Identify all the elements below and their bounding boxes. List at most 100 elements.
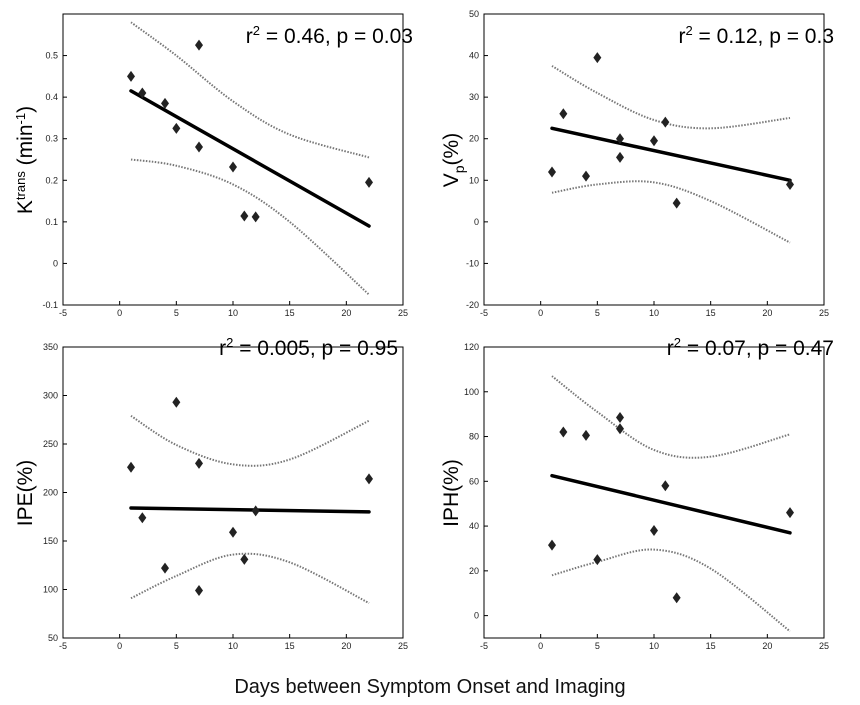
x-tick-label: -5: [480, 641, 488, 651]
y-tick-label: 40: [469, 521, 479, 531]
data-point: [593, 554, 602, 566]
ci-upper-band: [130, 21, 370, 159]
x-tick-label: 20: [341, 308, 351, 318]
y-tick-label: 100: [43, 585, 58, 595]
x-tick-label: 20: [762, 308, 772, 318]
y-tick-label: 0.3: [45, 134, 58, 144]
ci-lower-band: [130, 158, 370, 296]
chart-panel-1: -5 0 5 10 15 20 25 -0.1 0 0.1 0.2 0.3 0.4 0.5 r2 = 0.4…: [13, 13, 413, 318]
data-point: [559, 426, 568, 438]
data-point: [229, 526, 237, 538]
data-point: [672, 592, 681, 604]
x-tick-label: 0: [538, 641, 543, 651]
data-point: [365, 473, 373, 485]
data-point: [582, 170, 590, 182]
data-point: [616, 151, 624, 163]
stats-annotation: r2 = 0.46, p = 0.03: [246, 23, 413, 48]
plot-frame: [483, 346, 825, 639]
data-point: [161, 97, 169, 109]
data-point: [672, 197, 681, 209]
x-tick-label: 15: [706, 641, 716, 651]
x-tick-label: 0: [117, 308, 122, 318]
stats-r: r: [219, 337, 226, 360]
y-label-end: ): [14, 106, 37, 113]
y-axis-label: IPH(%): [440, 459, 463, 527]
stats-r: r: [667, 337, 674, 360]
data-point: [365, 176, 373, 188]
data-point: [127, 461, 135, 473]
x-tick-label: 5: [595, 308, 600, 318]
ci-lower-band: [130, 552, 370, 604]
y-tick-label: 20: [469, 134, 479, 144]
y-label-rest: (min: [14, 124, 37, 171]
y-tick-label: -10: [466, 258, 479, 268]
y-tick-label: 40: [469, 51, 479, 61]
x-tick-label: 0: [538, 308, 543, 318]
data-point: [593, 52, 602, 64]
data-point: [195, 584, 203, 596]
data-point: [138, 512, 147, 524]
y-tick-label: 0: [474, 217, 479, 227]
ci-lower-band: [551, 548, 791, 633]
x-tick-label: 25: [819, 641, 829, 651]
data-point: [138, 87, 147, 99]
y-tick-label: 80: [469, 432, 479, 442]
data-point: [172, 396, 181, 408]
x-tick-label: 10: [228, 308, 238, 318]
x-tick-label: 20: [341, 641, 351, 651]
y-axis-label: Ktrans (min-1): [13, 106, 37, 214]
stats-values: = 0.46, p = 0.03: [260, 25, 413, 48]
y-tick-label: 30: [469, 92, 479, 102]
stats-r: r: [678, 25, 685, 48]
data-point: [195, 457, 203, 469]
y-tick-label: 250: [43, 439, 58, 449]
y-tick-label: 150: [43, 536, 58, 546]
data-point: [127, 70, 135, 82]
y-tick-label: 0.5: [45, 51, 58, 61]
plot-frame: [483, 13, 825, 306]
data-point: [616, 412, 624, 424]
x-tick-label: 15: [285, 641, 295, 651]
y-tick-label: -20: [466, 300, 479, 310]
x-tick-label: 5: [174, 641, 179, 651]
ci-upper-band: [130, 415, 370, 467]
stats-r: r: [246, 25, 253, 48]
data-point: [616, 133, 624, 145]
data-point: [559, 108, 568, 120]
y-axis-label: Vp(%): [440, 133, 467, 187]
data-point: [616, 423, 624, 435]
data-point: [172, 122, 181, 134]
data-point: [195, 39, 203, 51]
x-tick-label: -5: [480, 308, 488, 318]
x-tick-label: 20: [762, 641, 772, 651]
y-tick-label: 100: [464, 387, 479, 397]
data-point: [650, 135, 658, 147]
data-point: [582, 429, 590, 441]
stats-values: = 0.005, p = 0.95: [233, 337, 398, 360]
y-tick-label: 10: [469, 175, 479, 185]
stats-r-exponent: 2: [226, 335, 233, 350]
data-point: [240, 553, 249, 565]
data-point: [661, 480, 670, 492]
x-tick-label: 25: [819, 308, 829, 318]
stats-values: = 0.07, p = 0.47: [681, 337, 834, 360]
data-point: [548, 166, 556, 178]
stats-values: = 0.12, p = 0.3: [693, 25, 834, 48]
data-point: [229, 161, 237, 173]
shared-x-axis-label: Days between Symptom Onset and Imaging: [234, 676, 626, 698]
data-point: [251, 505, 260, 517]
data-point: [650, 525, 658, 537]
plot-frame: [62, 346, 404, 639]
y-axis-label: IPE(%): [14, 460, 37, 527]
y-label-superscript: trans: [13, 171, 28, 200]
y-tick-label: -0.1: [42, 300, 58, 310]
y-tick-label: 0: [474, 611, 479, 621]
data-point: [786, 507, 794, 519]
y-tick-label: 300: [43, 391, 58, 401]
y-label-base: IPE(%): [14, 460, 37, 527]
stats-annotation: r2 = 0.005, p = 0.95: [219, 335, 398, 360]
y-tick-label: 60: [469, 476, 479, 486]
regression-line: [129, 506, 371, 514]
stats-r-exponent: 2: [674, 335, 681, 350]
